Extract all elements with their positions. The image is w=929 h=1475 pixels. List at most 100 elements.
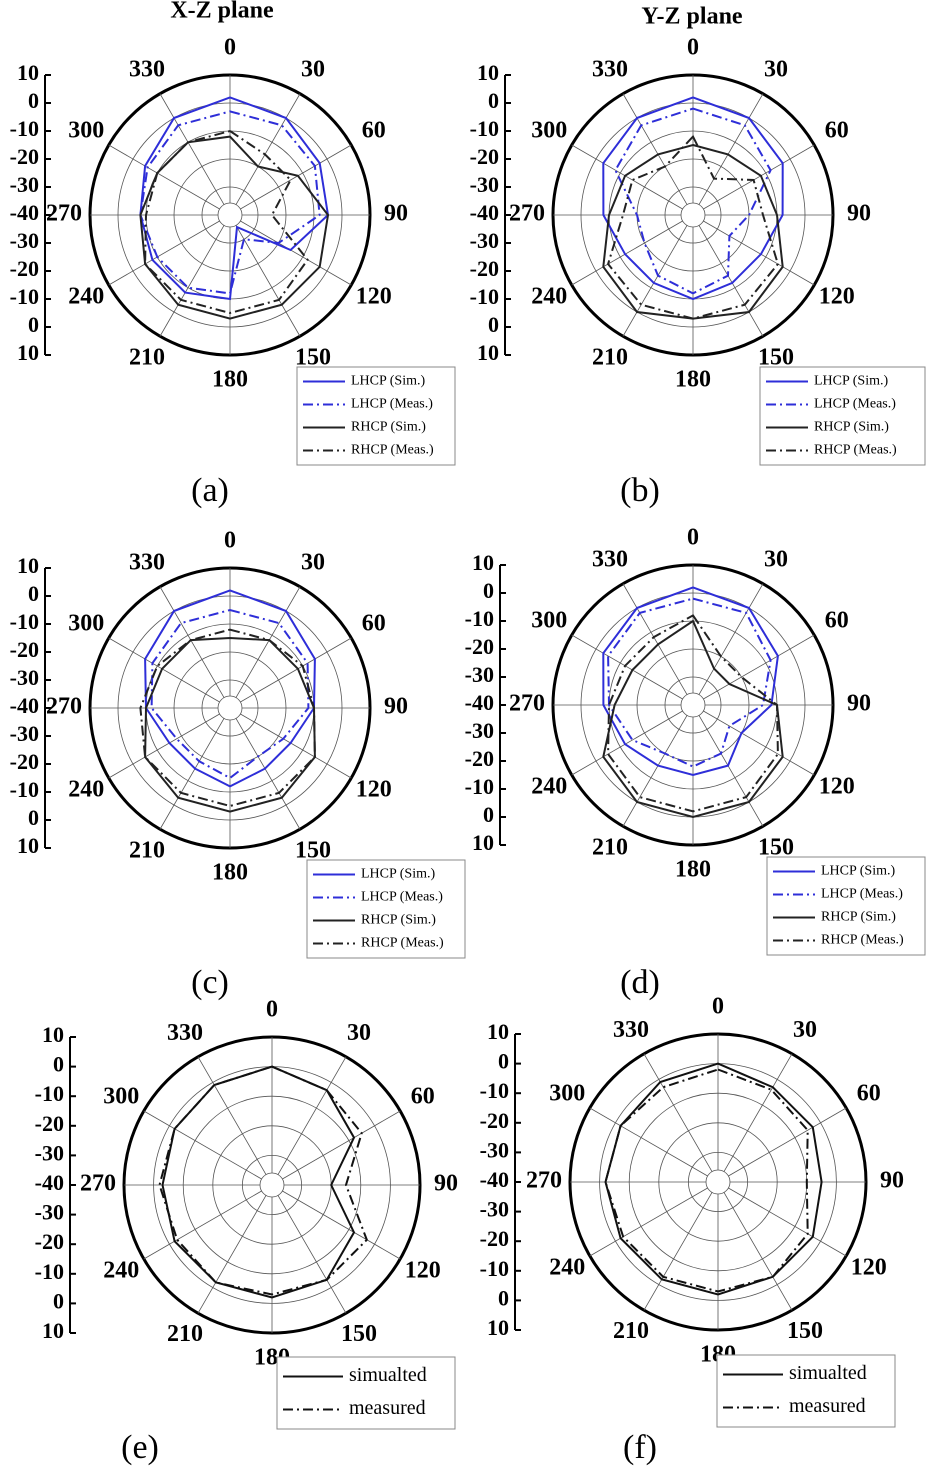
r-tick-label: -20 <box>10 637 39 662</box>
r-tick-label: -20 <box>35 1111 64 1136</box>
grid-spoke <box>159 718 225 830</box>
angle-label: 0 <box>224 35 236 61</box>
legend-label: LHCP (Meas.) <box>351 397 433 412</box>
angle-label: 60 <box>362 118 386 144</box>
r-tick-label: -30 <box>480 1197 509 1222</box>
angle-label: 60 <box>411 1084 435 1110</box>
r-tick-label: -20 <box>480 1108 509 1133</box>
legend-label: simualted <box>349 1364 427 1386</box>
grid-spoke <box>728 1187 847 1257</box>
angle-label: 60 <box>825 608 849 634</box>
r-tick-label: -20 <box>480 1226 509 1251</box>
angle-label: 330 <box>613 1017 649 1043</box>
grid-spoke <box>643 1053 713 1172</box>
r-tick-label: -40 <box>10 200 39 225</box>
r-tick-label: -30 <box>10 228 39 253</box>
legend-box <box>716 1354 896 1428</box>
r-tick-label: -30 <box>10 721 39 746</box>
angle-label: 210 <box>129 344 165 370</box>
grid-spoke <box>240 220 352 286</box>
center-circle <box>680 202 706 228</box>
grid-spoke <box>108 637 220 703</box>
angle-label: 270 <box>509 201 545 227</box>
r-tick-label: -30 <box>480 1137 509 1162</box>
angle-label: 180 <box>212 367 248 393</box>
pattern-line <box>607 597 772 768</box>
angle-label: 0 <box>687 35 699 61</box>
grid-spoke <box>197 1056 267 1175</box>
angle-label: 90 <box>384 201 408 227</box>
r-tick-label: 0 <box>28 312 39 337</box>
legend-box <box>276 1356 456 1430</box>
angle-label: 120 <box>356 284 392 310</box>
r-tick-label: 10 <box>42 1318 64 1343</box>
angle-label: 30 <box>347 1020 371 1046</box>
pattern-line <box>139 96 330 301</box>
grid-spoke <box>143 1190 262 1260</box>
grid-spoke <box>622 715 688 827</box>
r-tick-label: -20 <box>35 1229 64 1254</box>
legend-label: RHCP (Meas.) <box>361 936 444 951</box>
r-tick-label: -10 <box>10 609 39 634</box>
grid-spoke <box>159 225 225 337</box>
r-tick-label: 0 <box>483 802 494 827</box>
r-tick-label: -40 <box>465 690 494 715</box>
r-tick-label: 0 <box>53 1288 64 1313</box>
angle-label: 270 <box>509 691 545 717</box>
angle-label: 150 <box>295 837 331 863</box>
r-tick-label: -20 <box>470 256 499 281</box>
angle-label: 0 <box>687 525 699 551</box>
pattern-line <box>607 614 779 813</box>
pattern-line <box>144 636 316 813</box>
pattern-line <box>614 107 772 295</box>
angle-label: 330 <box>129 550 165 576</box>
angle-label: 240 <box>68 777 104 803</box>
grid-spoke <box>703 634 815 700</box>
pattern-line <box>144 589 316 788</box>
angle-label: 150 <box>341 1321 377 1347</box>
legend-label: RHCP (Sim.) <box>814 420 889 435</box>
grid-spoke <box>698 93 764 205</box>
legend-label: RHCP (Sim.) <box>821 910 896 925</box>
r-tick-label: 10 <box>477 60 499 85</box>
panel-caption: (f) <box>623 1429 657 1466</box>
r-tick-label: 0 <box>28 805 39 830</box>
angle-label: 210 <box>592 834 628 860</box>
r-tick-label: -40 <box>480 1167 509 1192</box>
r-tick-label: -40 <box>35 1170 64 1195</box>
legend-label: LHCP (Sim.) <box>351 374 425 389</box>
legend-label: LHCP (Sim.) <box>361 867 435 882</box>
r-tick-label: -10 <box>465 774 494 799</box>
grid-spoke <box>728 1107 847 1177</box>
r-tick-label: -10 <box>10 284 39 309</box>
grid-spoke <box>703 144 815 210</box>
r-tick-label: 10 <box>477 340 499 365</box>
grid-spoke <box>277 1056 347 1175</box>
r-tick-label: -20 <box>465 634 494 659</box>
r-tick-label: -10 <box>480 1078 509 1103</box>
r-tick-label: -20 <box>470 144 499 169</box>
center-circle <box>680 692 706 718</box>
legend-label: LHCP (Meas.) <box>821 887 903 902</box>
r-tick-label: 10 <box>472 830 494 855</box>
panel-caption: (a) <box>191 472 229 509</box>
r-tick-label: -10 <box>470 284 499 309</box>
grid-spoke <box>277 1195 347 1314</box>
pattern-line <box>144 129 309 315</box>
center-circle <box>259 1172 285 1198</box>
r-tick-label: 10 <box>472 550 494 575</box>
grid-spoke <box>240 144 352 210</box>
r-tick-label: -40 <box>470 200 499 225</box>
grid-spoke <box>282 1110 401 1180</box>
grid-spoke <box>571 220 683 286</box>
grid-spoke <box>235 225 301 337</box>
angle-label: 300 <box>531 608 567 634</box>
grid-spoke <box>723 1053 793 1172</box>
legend-label: measured <box>349 1397 426 1419</box>
legend-label: LHCP (Meas.) <box>814 397 896 412</box>
legend-label: RHCP (Sim.) <box>351 420 426 435</box>
center-circle <box>705 1169 731 1195</box>
center-circle <box>217 695 243 721</box>
angle-label: 0 <box>266 997 278 1023</box>
